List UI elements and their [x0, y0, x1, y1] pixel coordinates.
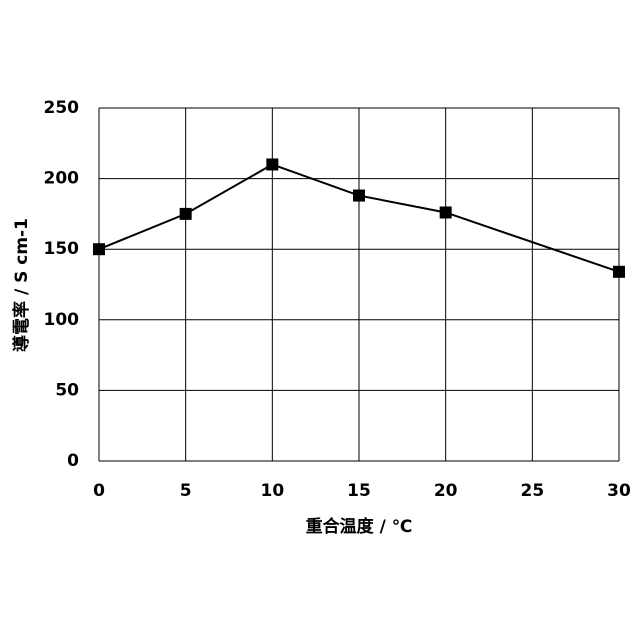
y-tick-label: 50 [55, 380, 79, 400]
marker [180, 208, 192, 220]
x-tick-label: 0 [93, 481, 105, 501]
x-axis-label: 重合温度 / ℃ [306, 516, 413, 537]
y-tick-label: 100 [44, 310, 80, 330]
y-tick-label: 250 [44, 98, 80, 118]
marker [93, 243, 105, 255]
marker [440, 206, 452, 218]
marker [613, 266, 625, 278]
x-tick-label: 5 [180, 481, 192, 501]
chart: 重合温度 / ℃ 導電率 / S cm-1 0 50 100 150 200 250 0 5 1… [0, 0, 640, 640]
marker [266, 158, 278, 170]
y-tick-label: 200 [44, 169, 80, 189]
y-tick-label: 150 [44, 239, 80, 259]
x-tick-label: 30 [607, 481, 631, 501]
x-tick-label: 15 [347, 481, 371, 501]
y-tick-label: 0 [67, 451, 79, 471]
x-tick-label: 10 [260, 481, 284, 501]
x-tick-label: 25 [520, 481, 544, 501]
y-axis-label: 導電率 / S cm-1 [11, 218, 32, 352]
x-tick-label: 20 [434, 481, 458, 501]
marker [353, 190, 365, 202]
